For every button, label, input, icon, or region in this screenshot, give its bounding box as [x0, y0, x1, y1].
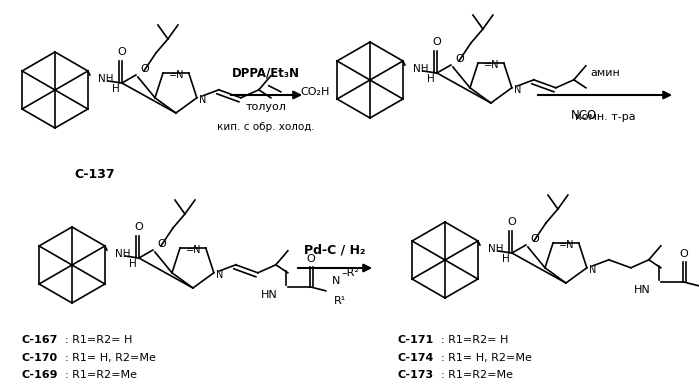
Text: O: O [530, 234, 539, 244]
Text: O: O [507, 217, 517, 227]
Text: O: O [117, 47, 127, 57]
Text: N: N [216, 270, 223, 280]
Text: HN: HN [634, 285, 651, 295]
Text: : R1= H, R2=Me: : R1= H, R2=Me [441, 353, 532, 363]
Text: : R1=R2=Me: : R1=R2=Me [65, 370, 137, 380]
Text: =N: =N [169, 70, 185, 80]
Text: NH: NH [413, 64, 428, 74]
Text: амин: амин [590, 68, 620, 78]
Text: : R1=R2= H: : R1=R2= H [441, 335, 508, 345]
Text: O: O [157, 239, 166, 249]
Text: C-174: C-174 [398, 353, 434, 363]
Text: толуол: толуол [245, 102, 287, 112]
Text: O: O [455, 54, 463, 64]
Text: =N: =N [484, 60, 500, 70]
Text: O: O [433, 37, 441, 47]
Text: Pd-C / H₂: Pd-C / H₂ [304, 243, 366, 257]
Text: R¹: R¹ [334, 296, 346, 306]
Text: =N: =N [559, 240, 575, 250]
Text: : R1=R2= H: : R1=R2= H [65, 335, 132, 345]
Text: =N: =N [187, 245, 202, 255]
Text: кип. с обр. холод.: кип. с обр. холод. [217, 122, 315, 132]
Text: комн. т-ра: комн. т-ра [575, 112, 635, 122]
Text: O: O [134, 222, 143, 232]
Text: O: O [140, 64, 149, 74]
Text: N: N [589, 265, 596, 275]
Text: NH: NH [488, 244, 503, 254]
Text: H: H [129, 259, 137, 269]
Text: O: O [306, 254, 315, 264]
Text: C-169: C-169 [22, 370, 59, 380]
Text: O: O [679, 249, 689, 259]
Text: : R1= H, R2=Me: : R1= H, R2=Me [65, 353, 156, 363]
Text: C-167: C-167 [22, 335, 59, 345]
Text: CO₂H: CO₂H [301, 87, 330, 97]
Text: H: H [427, 74, 435, 84]
Text: HN: HN [261, 290, 278, 300]
Text: H: H [502, 254, 510, 264]
Text: NH: NH [115, 249, 131, 259]
Text: DPPA/Et₃N: DPPA/Et₃N [232, 67, 300, 79]
Text: C-137: C-137 [75, 168, 115, 182]
Text: N: N [332, 276, 340, 286]
Text: NH: NH [98, 74, 113, 84]
Text: NCO: NCO [570, 109, 597, 122]
Text: –R²: –R² [342, 268, 360, 278]
Text: H: H [112, 84, 120, 94]
Text: N: N [199, 95, 206, 105]
Text: N: N [514, 85, 521, 95]
Text: C-171: C-171 [398, 335, 434, 345]
Text: : R1=R2=Me: : R1=R2=Me [441, 370, 513, 380]
Text: C-173: C-173 [398, 370, 434, 380]
Text: C-170: C-170 [22, 353, 58, 363]
